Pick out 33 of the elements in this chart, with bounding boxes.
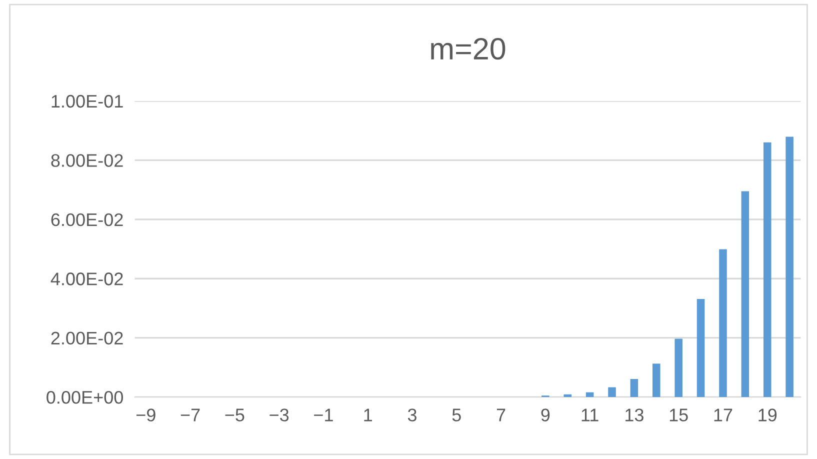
bar	[608, 387, 616, 398]
x-tick-label: 7	[496, 408, 506, 422]
bar	[564, 394, 572, 398]
x-tick-label: −9	[136, 408, 156, 422]
x-tick-label: 19	[758, 408, 777, 422]
x-tick-label: 13	[626, 408, 644, 422]
bar	[630, 378, 638, 398]
chart-title: m=20	[431, 38, 506, 60]
bar	[719, 249, 727, 398]
y-tick-label: 4.00E-02	[50, 272, 123, 286]
x-tick-label: −3	[270, 408, 289, 422]
bar	[741, 191, 750, 398]
bar	[786, 136, 794, 398]
x-tick-label: 17	[714, 408, 732, 422]
bar	[586, 392, 594, 398]
y-tick-label: 6.00E-02	[51, 213, 123, 226]
x-tick-label: 11	[582, 408, 598, 422]
x-tick-label: −5	[225, 408, 244, 422]
x-tick-label: 1	[364, 408, 372, 422]
y-tick-label: 0.00E+00	[46, 390, 123, 404]
y-tick-label: 8.00E-02	[51, 154, 123, 167]
bar	[696, 299, 705, 398]
x-tick-label: 5	[452, 408, 461, 422]
x-tick-label: −7	[180, 408, 200, 422]
y-tick-label: 2.00E-02	[51, 332, 123, 345]
x-tick-label: 9	[541, 408, 550, 422]
y-tick-label: 1.00E-01	[52, 94, 123, 108]
bar	[652, 364, 660, 398]
x-tick-label: −1	[314, 408, 333, 422]
x-tick-label: 3	[408, 408, 416, 422]
bar	[674, 338, 682, 398]
x-tick-label: 15	[670, 408, 688, 422]
bar	[763, 142, 772, 398]
